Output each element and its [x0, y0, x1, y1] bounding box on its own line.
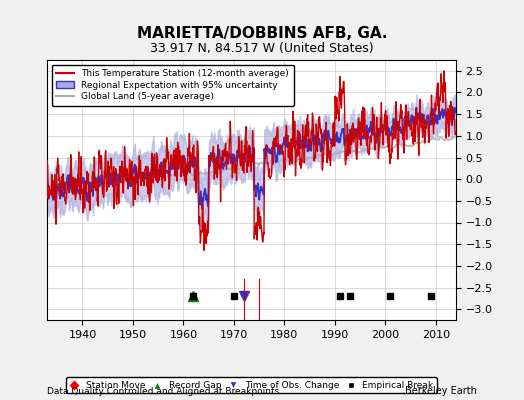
Text: MARIETTA/DOBBINS AFB, GA.: MARIETTA/DOBBINS AFB, GA.	[137, 26, 387, 41]
Text: Data Quality Controlled and Aligned at Breakpoints: Data Quality Controlled and Aligned at B…	[47, 387, 279, 396]
Text: 33.917 N, 84.517 W (United States): 33.917 N, 84.517 W (United States)	[150, 42, 374, 55]
Legend: Station Move, Record Gap, Time of Obs. Change, Empirical Break: Station Move, Record Gap, Time of Obs. C…	[66, 377, 437, 394]
Text: Berkeley Earth: Berkeley Earth	[405, 386, 477, 396]
